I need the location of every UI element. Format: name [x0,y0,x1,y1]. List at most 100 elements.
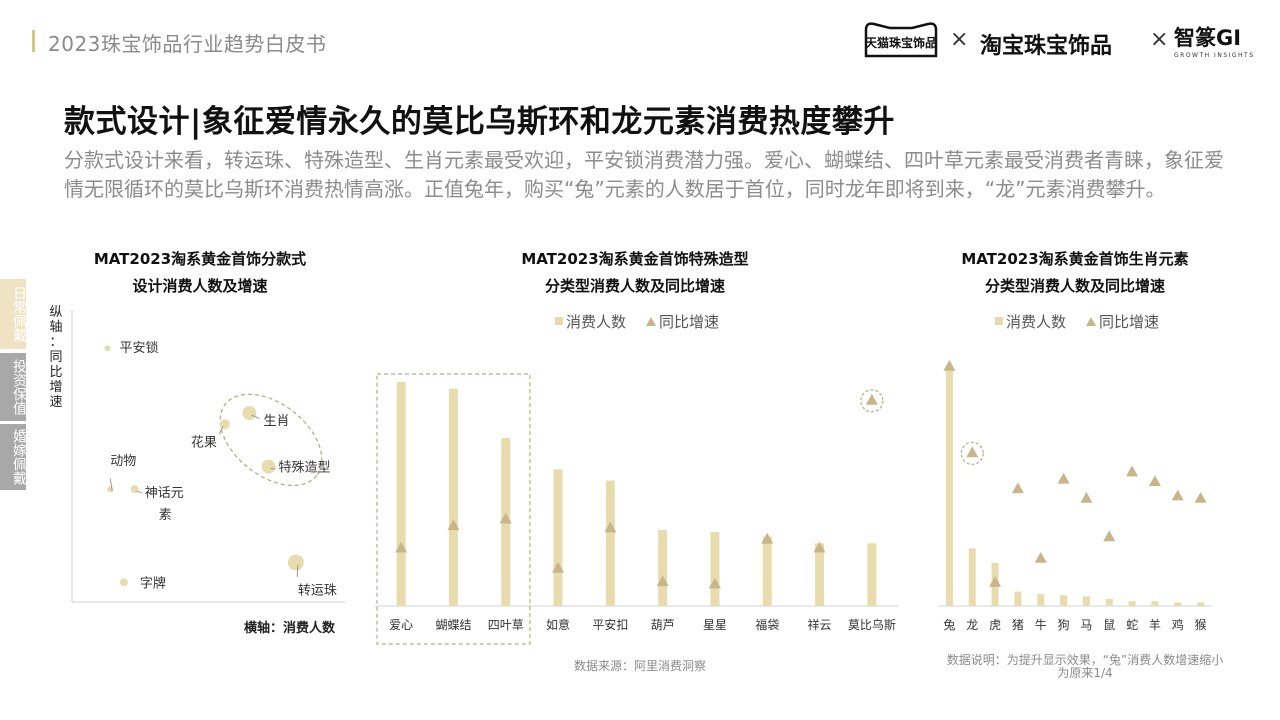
tmall-logo: 天猫珠宝饰品 [860,18,942,60]
side-tab-daily[interactable]: 日常佩戴 [0,279,27,349]
marker-4 [604,521,617,533]
category-label-7: 鼠 [1103,618,1115,632]
chart3-bar-chart: 消费人数 同比增速兔龙虎猪牛狗马鼠蛇羊鸡猴 [938,313,1212,632]
side-tab-investment[interactable]: 投资保值 [0,353,27,421]
page-title: 款式设计|象征爱情永久的莫比乌斯环和龙元素消费热度攀升 [64,104,895,140]
bar-6 [710,532,720,606]
tmall-logo-outline-icon [864,22,938,58]
bar-1 [448,388,458,606]
marker-11 [1194,492,1207,503]
scatter-label-1: 生肖 [263,414,289,429]
marker-1 [447,519,460,531]
legend-bar-swatch [995,317,1003,325]
bar-7 [1105,598,1113,606]
bar-1 [968,548,976,606]
category-label-4: 平安扣 [592,617,628,632]
marker-8 [813,541,826,553]
chart2-source-note: 数据来源：阿里消费洞察 [573,659,706,673]
highlight-marker-circle [960,441,984,465]
marker-10 [1171,489,1184,501]
scatter-label-3: 特殊造型 [279,461,331,476]
marker-0 [395,541,408,553]
marker-7 [761,532,774,544]
marker-9 [865,393,878,405]
marker-3 [552,561,565,573]
scatter-point-6 [119,578,128,587]
legend-bar-label: 消费人数 [566,313,626,331]
chart3-data-note-text: 数据说明：为提升显示效果，“兔”消费人数增速缩小为原来1/4 [946,653,1224,680]
legend-bar-label: 消费人数 [1006,313,1066,331]
side-tab-daily-label: 日常佩戴 [11,286,27,342]
chart3-data-note: 数据说明：为提升显示效果，“兔”消费人数增速缩小为原来1/4 [945,654,1225,680]
bar-4 [605,480,615,606]
marker-0 [943,360,956,371]
marker-1 [966,446,979,458]
chart2-title-line1: MAT2023淘系黄金首饰特殊造型 [521,250,749,268]
bar-6 [1082,596,1090,606]
scatter-point-5 [130,485,139,494]
y-axis-label: 纵轴：同比增速 [49,305,62,410]
tmall-brand-name: 天猫珠宝饰品 [864,36,937,50]
page-description: 分款式设计来看，转运珠、特殊造型、生肖元素最受欢迎，平安锁消费潜力强。爱心、蝴蝶… [64,148,1224,201]
scatter-leader-4 [109,478,113,492]
legend-bar-swatch [555,317,563,325]
category-label-3: 猪 [1012,618,1024,632]
marker-3 [1011,482,1024,494]
side-tab-wedding[interactable]: 婚嫁佩戴 [0,424,27,490]
category-label-1: 龙 [966,618,978,632]
bar-5 [658,529,668,606]
chart2-title-line2: 分类型消费人数及同比增速 [544,277,725,295]
legend-marker-label: 同比增速 [659,313,719,331]
zhizhuan-brand-name: 智篆GI [1174,26,1242,50]
marker-6 [708,577,721,589]
category-label-6: 马 [1080,618,1092,632]
chart3-title-line2: 分类型消费人数及同比增速 [984,277,1165,295]
marker-4 [1034,552,1047,563]
side-tab-investment-label: 投资保值 [11,359,27,415]
category-label-3: 如意 [546,617,570,632]
scatter-point-2 [219,419,230,430]
category-label-0: 兔 [943,617,955,632]
category-label-5: 狗 [1058,618,1070,632]
scatter-leader-2 [218,426,224,435]
bar-5 [1060,595,1068,606]
category-label-6: 星星 [703,618,727,632]
category-label-10: 鸡 [1172,617,1184,632]
scatter-leader-1 [251,414,260,419]
chart3-title: MAT2023淘系黄金首饰生肖元素 分类型消费人数及同比增速 [925,246,1225,300]
zhizhuan-brand-subtitle: GROWTH INSIGHTS [1174,52,1255,59]
x-axis-label: 横轴：消费人数 [244,620,336,636]
chart3-title-line1: MAT2023淘系黄金首饰生肖元素 [961,250,1189,268]
category-label-9: 羊 [1149,617,1161,632]
bar-8 [815,543,825,606]
bar-0 [396,382,406,606]
bar-10 [1174,602,1182,606]
bar-0 [945,366,953,606]
bar-11 [1197,602,1205,606]
chart1-title-line1: MAT2023淘系黄金首饰分款式 [93,250,307,268]
scatter-point-7 [287,554,304,571]
category-label-8: 祥云 [808,618,832,632]
scatter-point-1 [242,406,257,421]
side-tab-wedding-label: 婚嫁佩戴 [11,429,27,485]
scatter-point-0 [104,345,111,352]
scatter-label-4: 动物 [110,454,136,469]
scatter-leader-5 [136,490,142,494]
category-label-5: 葫芦 [651,618,675,632]
bar-3 [1014,591,1022,606]
bar-9 [1151,601,1159,606]
bar-9 [867,543,877,606]
category-label-7: 福袋 [755,617,779,632]
highlight-ellipse [219,393,323,487]
scatter-label-2: 花果 [191,434,217,450]
category-label-2: 四叶草 [488,618,524,632]
scatter-leader-7 [296,564,299,577]
chart1-title-line2: 设计消费人数及增速 [132,277,268,295]
bar-7 [762,536,772,606]
header-accent-bar [32,30,35,52]
category-label-0: 爱心 [389,618,413,632]
scatter-label-6: 字牌 [140,575,166,591]
bar-4 [1037,594,1045,606]
scatter-label-7: 转运珠 [298,584,337,599]
